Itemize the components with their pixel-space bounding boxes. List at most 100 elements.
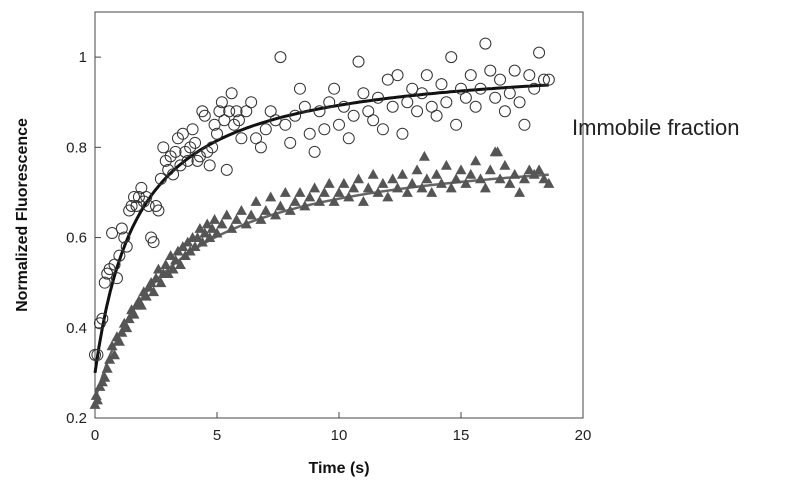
- triangle-point: [226, 223, 238, 233]
- triangle-point: [492, 146, 504, 157]
- triangle-point: [367, 168, 379, 179]
- triangle-point: [235, 204, 247, 215]
- open-circle-point: [98, 276, 111, 289]
- triangle-point: [411, 164, 423, 175]
- triangle-point: [260, 204, 272, 215]
- triangle-point: [265, 191, 277, 202]
- triangle-point: [274, 200, 286, 211]
- open-circle-point: [537, 73, 550, 86]
- open-circle-point: [430, 109, 443, 122]
- triangle-point: [348, 182, 360, 193]
- triangle-point: [514, 186, 526, 197]
- open-circle-point: [164, 150, 177, 163]
- triangle-point: [465, 168, 477, 179]
- triangle-point: [240, 218, 252, 229]
- open-circle-point: [357, 87, 370, 100]
- triangle-point: [284, 204, 296, 215]
- open-circle-point: [254, 141, 267, 154]
- open-circle-point: [176, 127, 189, 140]
- triangle-point: [196, 236, 208, 247]
- triangle-point: [309, 182, 321, 193]
- open-circle-point: [445, 51, 458, 64]
- open-circle-point: [223, 105, 236, 118]
- open-circle-point: [250, 132, 263, 145]
- y-tick-label: 0.2: [66, 410, 87, 427]
- triangle-point: [245, 209, 257, 220]
- triangle-point: [199, 227, 211, 238]
- open-circle-point: [323, 96, 336, 109]
- triangle-point: [523, 164, 535, 175]
- triangle-point: [543, 177, 555, 188]
- triangle-point: [382, 191, 394, 202]
- triangle-point: [209, 214, 221, 224]
- triangle-point: [152, 263, 164, 274]
- y-tick-label: 1: [79, 49, 87, 66]
- triangle-point: [170, 254, 182, 265]
- open-circle-point: [455, 82, 467, 95]
- open-circle-point: [259, 123, 272, 136]
- x-tick-label: 10: [331, 427, 348, 444]
- triangle-point: [165, 250, 177, 260]
- open-circle-point: [220, 163, 233, 176]
- open-circle-point: [396, 127, 409, 140]
- triangle-point: [135, 299, 147, 310]
- triangle-point: [533, 164, 545, 175]
- triangle-point: [128, 308, 140, 319]
- triangle-point: [509, 168, 521, 179]
- open-circle-point: [106, 227, 119, 240]
- triangle-point: [304, 191, 316, 202]
- open-circle-point: [293, 82, 306, 95]
- triangle-point: [377, 177, 389, 188]
- x-tick-label: 0: [91, 427, 99, 444]
- open-circle-point: [125, 199, 138, 212]
- open-circle-point: [401, 96, 414, 109]
- x-tick-label: 20: [575, 427, 592, 444]
- triangle-point: [401, 186, 413, 197]
- triangle-point: [362, 182, 374, 193]
- open-circle-point: [489, 91, 502, 104]
- triangle-point: [479, 182, 491, 193]
- x-tick-label: 15: [453, 427, 470, 444]
- triangle-point: [206, 223, 218, 233]
- triangle-point: [406, 177, 418, 188]
- open-circle-point: [108, 258, 121, 271]
- open-circle-point: [115, 222, 128, 235]
- open-circle-point: [193, 150, 206, 163]
- open-circle-point: [245, 96, 258, 109]
- open-circle-point: [289, 109, 302, 122]
- triangle-point: [455, 164, 467, 175]
- open-circle-point: [328, 82, 341, 95]
- open-circle-point: [147, 236, 160, 249]
- triangle-point: [201, 218, 213, 229]
- triangle-point: [353, 173, 365, 184]
- open-circle-point: [469, 100, 482, 113]
- open-circle-point: [203, 159, 216, 172]
- triangle-point: [140, 290, 152, 301]
- triangle-point: [299, 200, 311, 211]
- triangle-point: [211, 227, 223, 238]
- y-tick-label: 0.8: [66, 139, 87, 156]
- open-circle-point: [308, 145, 321, 158]
- triangle-point: [518, 173, 530, 184]
- triangle-point: [106, 340, 118, 351]
- triangle-point: [148, 286, 160, 297]
- triangle-point: [387, 173, 399, 184]
- triangle-point: [460, 177, 472, 188]
- triangle-point: [445, 182, 457, 193]
- open-circle-point: [174, 159, 187, 172]
- y-tick-label: 0.6: [66, 230, 87, 247]
- y-tick-label: 0.4: [66, 320, 87, 337]
- triangle-point: [318, 186, 330, 197]
- open-circle-point: [347, 109, 360, 122]
- open-circle-point: [103, 263, 116, 276]
- triangle-point: [435, 177, 447, 188]
- open-circle-point: [189, 136, 202, 149]
- triangle-point: [475, 173, 487, 184]
- open-circle-point: [179, 145, 192, 158]
- open-circle-point: [533, 46, 546, 59]
- open-circle-point: [333, 118, 345, 131]
- open-circle-point: [184, 141, 197, 154]
- open-circle-point: [279, 118, 292, 131]
- open-circle-point: [406, 82, 419, 95]
